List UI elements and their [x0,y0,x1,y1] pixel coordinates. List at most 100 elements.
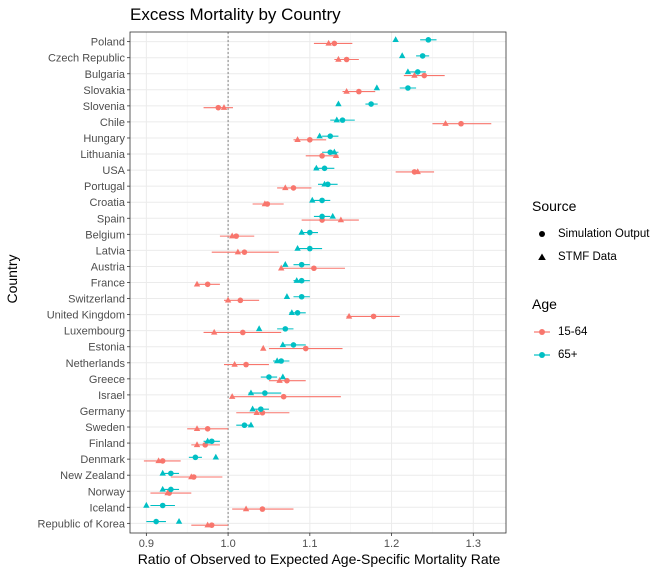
stmf-point [331,148,338,155]
simulation-point [280,393,287,400]
stmf-point [260,344,267,351]
stmf-point [276,377,283,383]
stmf-point [231,360,238,367]
y-tick-label: Spain [97,213,125,225]
stmf-point [143,501,150,508]
y-tick-label: Lithuania [80,149,126,161]
simulation-point [307,245,313,252]
simulation-point [298,277,305,284]
stmf-point [294,136,301,142]
legend-item-stmf: STMF Data [532,245,649,268]
y-tick-label: Latvia [96,245,126,257]
simulation-point [159,502,166,509]
stmf-point [283,293,291,299]
y-tick-label: Norway [88,486,126,498]
simulation-point [298,261,305,268]
stmf-point [279,341,287,348]
y-tick-label: Czech Republic [48,53,126,65]
stmf-point [298,228,305,235]
simulation-point [419,53,426,59]
stmf-point [333,116,340,123]
simulation-point [290,342,297,348]
y-tick-label: Israel [98,390,125,402]
chart-title: Excess Mortality by Country [130,5,341,24]
stmf-point [329,212,336,219]
legend-source: Source Simulation Output STMF Data [532,198,649,268]
stmf-point [335,100,342,107]
stmf-point [247,421,255,428]
stmf-point [212,453,220,460]
simulation-point [241,249,248,255]
simulation-point [331,40,338,47]
stmf-point [288,309,296,316]
y-axis-title: Country [4,254,20,303]
y-tick-label: New Zealand [60,470,125,482]
y-tick-label: Bulgaria [85,69,126,81]
line-point-key-icon [532,322,552,342]
stmf-point [325,39,332,46]
stmf-point [373,84,381,91]
stmf-point [414,168,421,175]
y-tick-label: Republic of Korea [38,518,126,530]
simulation-point [311,265,317,272]
legend-age-title: Age [532,296,557,312]
simulation-point [237,297,244,304]
simulation-point [339,117,346,123]
stmf-point [392,36,399,43]
y-tick-label: Austria [91,261,126,273]
simulation-point [262,390,268,396]
simulation-point [259,506,266,512]
stmf-point [220,104,228,110]
stmf-point [404,68,412,75]
data-layer [143,36,492,528]
y-tick-label: Sweden [85,422,125,434]
legend-item-label: 15-64 [558,325,588,338]
y-tick-label: Netherlands [66,358,126,370]
stmf-point [278,264,285,271]
stmf-point [442,120,449,126]
y-tick-label: Iceland [90,502,125,514]
simulation-point [257,406,264,412]
stmf-point [193,441,201,448]
stmf-point [224,296,232,303]
y-tick-label: Germany [80,406,126,418]
legend-item-label: Simulation Output [558,227,650,240]
stmf-point [313,164,320,171]
simulation-point [319,213,325,220]
stmf-point [261,200,269,207]
line-point-key-icon [532,345,552,365]
legend-source-title: Source [532,198,577,214]
stmf-point [193,280,201,287]
simulation-point [302,345,309,352]
x-tick-label: 0.9 [139,538,154,550]
stmf-point [398,52,406,59]
y-tick-label: Poland [91,37,125,49]
stmf-point [164,489,171,496]
stmf-point [309,196,316,203]
stmf-point [247,389,255,396]
simulation-point [370,313,377,320]
stmf-point [282,261,289,267]
y-tick-label: Finland [89,438,125,450]
legend-age: Age 15-64 65+ [532,296,587,366]
stmf-point [175,517,183,524]
stmf-point [279,373,287,380]
simulation-point [405,85,411,91]
simulation-point [307,229,313,236]
simulation-point [240,329,246,336]
stmf-point [335,55,342,62]
legend-item-label: STMF Data [558,250,617,263]
simulation-point [153,518,159,525]
stmf-point [321,180,328,187]
y-tick-label: Luxembourg [64,326,125,338]
axis-layer: 0.9 1.0 1.1 1.2 1.3 Poland Czech Republic Bulga… [38,31,507,550]
y-tick-label: Belgium [85,229,125,241]
simulation-point [241,422,248,429]
simulation-point [414,69,421,75]
x-tick-label: 1.1 [302,538,317,550]
x-tick-label: 1.0 [220,538,235,550]
stmf-point [345,312,353,319]
stmf-point [242,505,250,512]
x-axis-title: Ratio of Observed to Expected Age-Specif… [138,551,501,567]
y-tick-label: France [91,278,125,290]
